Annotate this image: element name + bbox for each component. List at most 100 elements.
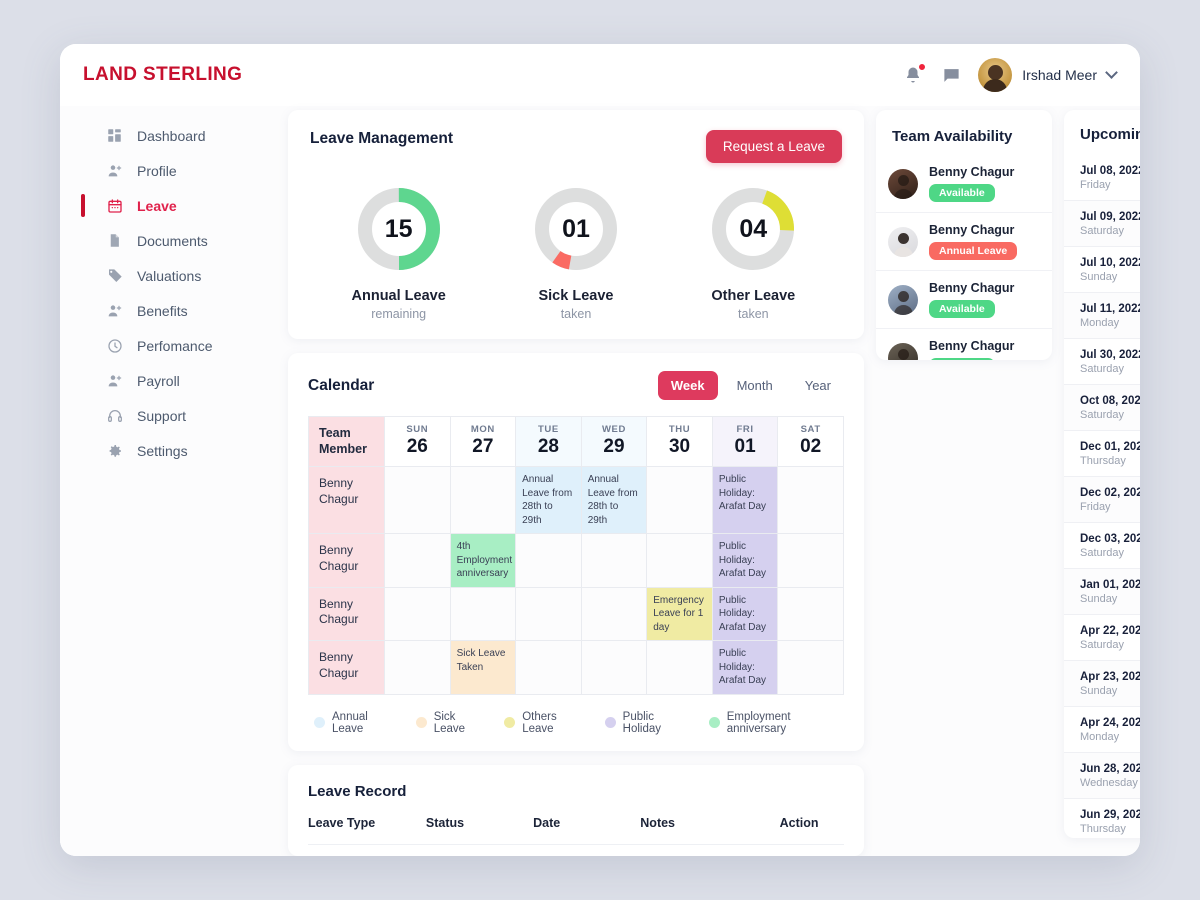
sidebar-item-perfomance[interactable]: Perfomance [60,328,288,363]
holiday-row: Jul 08, 2022FridayArafat Day [1064,155,1140,201]
chat-icon[interactable] [940,64,962,86]
team-availability-card: Team Availability Benny Chagur Available B… [876,110,1052,360]
calendar-empty-cell[interactable] [580,586,648,642]
team-member-row[interactable]: Benny Chagur Available [876,329,1052,360]
calendar-event-cell[interactable]: Annual Leave from 28th to 29th [515,466,582,535]
calendar-member-header: Team Member [308,415,385,468]
sidebar-item-benefits[interactable]: Benefits [60,293,288,328]
calendar-view-switch: Week Month Year [657,371,844,400]
calendar-event-cell[interactable]: Public Holiday: Arafat Day [711,640,779,695]
leave-record-title: Leave Record [308,782,407,800]
calendar-title: Calendar [308,376,375,394]
holiday-date-block: Jun 28, 2023Wednesday [1080,763,1140,789]
calendar-empty-cell[interactable] [384,640,451,695]
calendar-empty-cell[interactable] [515,586,582,642]
calendar-event-cell[interactable]: Public Holiday: Arafat Day [711,586,779,642]
calendar-day-number: 30 [668,436,691,457]
calendar-day-number: 27 [472,436,494,457]
calendar-empty-cell[interactable] [515,533,582,588]
calendar-event-cell[interactable]: Annual Leave from 28th to 29th [580,466,648,535]
donut-chart: 15 [353,183,445,275]
team-member-row[interactable]: Benny Chagur Available [876,155,1052,213]
sidebar-item-label: Support [137,407,187,424]
sidebar-item-leave[interactable]: Leave [60,188,288,223]
request-a-leave-button[interactable]: Request a Leave [705,130,842,163]
calendar-empty-cell[interactable] [384,466,451,535]
holiday-date: Jul 10, 2022 [1080,256,1140,269]
calendar-empty-cell[interactable] [449,466,517,535]
leave-record-head-row: Leave Type Status Date Notes Action [308,816,844,845]
sidebar-item-profile[interactable]: Profile [60,153,288,188]
tag-icon [106,267,123,284]
sidebar-item-dashboard[interactable]: Dashboard [60,118,288,153]
leave-management-header: Leave Management Request a Leave [310,130,842,163]
legend-swatch [604,717,616,729]
calendar-day-number: 01 [734,436,756,457]
calendar-empty-cell[interactable] [777,586,844,642]
sidebar-item-documents[interactable]: Documents [60,223,288,258]
calendar-empty-cell[interactable] [449,586,517,642]
donut-value: 04 [739,214,768,243]
main-content: Leave Management Request a Leave 15 Annua… [288,106,1140,856]
status-badge: Available [929,358,995,360]
calendar-empty-cell[interactable] [580,640,648,695]
legend-item: Others Leave [504,711,585,735]
holiday-weekday: Wednesday [1080,776,1138,789]
calendar-view-year[interactable]: Year [792,371,844,400]
calendar-event-cell[interactable]: Sick Leave Taken [449,640,517,695]
bell-icon[interactable] [902,63,927,86]
calendar-day-name: THU [668,424,691,435]
donut-sublabel: taken [738,307,769,321]
holiday-date-block: Jul 08, 2022 Friday [1080,165,1140,191]
calendar-day-number: 26 [406,436,428,457]
team-column: Team Availability Benny Chagur Available B… [876,110,1052,856]
sidebar-item-valuations[interactable]: Valuations [60,258,288,293]
team-member-info: Benny Chagur Available [929,339,1014,360]
team-member-row[interactable]: Benny Chagur Annual Leave [876,213,1052,271]
calendar-empty-cell[interactable] [646,466,713,535]
legend-item: Sick Leave [415,711,486,735]
sidebar-item-payroll[interactable]: Payroll [60,363,288,398]
sidebar-item-settings[interactable]: Settings [60,433,288,468]
leave-record-column-header: Leave Type [308,815,376,830]
calendar-event-cell[interactable]: Emergency Leave for 1 day [646,586,713,642]
avatar [888,168,918,199]
calendar-empty-cell[interactable] [580,533,648,588]
calendar-empty-cell[interactable] [777,466,844,535]
calendar-empty-cell[interactable] [384,586,451,642]
user-menu[interactable]: Irshad Meer [978,58,1118,92]
calendar-row: Benny Chagur Sick Leave Taken Public Holid… [308,640,844,695]
team-member-info: Benny Chagur Available [929,281,1014,318]
holiday-date-block: Apr 23, 2023Sunday [1080,671,1140,697]
holiday-row: Jun 29, 2023ThursdayEid al-Adha(Tentativ… [1064,799,1140,838]
calendar-event-cell[interactable]: 4th Employment anniversary [449,533,517,588]
calendar-event-cell[interactable]: Public Holiday: Arafat Day [711,533,779,588]
holiday-date: Dec 02, 2022 [1080,486,1140,499]
holidays-column: Upcoming Public Holidays Jul 08, 2022Fri… [1064,110,1140,856]
holiday-date: Jul 30, 2022 [1080,348,1140,361]
calendar-empty-cell[interactable] [777,533,844,588]
calendar-card: Calendar Week Month Year Team Member SUN 26 M… [288,353,864,751]
leave-donut-1: 01 Sick Leave taken [501,183,651,321]
legend-label: Annual Leave [332,710,368,735]
calendar-day-header-wed: WED 29 [580,415,648,468]
sidebar-item-support[interactable]: Support [60,398,288,433]
holiday-date: Jul 08, 2022 [1080,164,1140,177]
calendar-member-name: Benny Chagur [308,640,385,695]
calendar-empty-cell[interactable] [515,640,582,695]
chevron-down-icon[interactable] [1105,66,1118,79]
holiday-date-block: Dec 01, 2022Thursday [1080,441,1140,467]
calendar-event-cell[interactable]: Public Holiday: Arafat Day [711,466,779,535]
calendar-day-header-tue: TUE 28 [515,415,582,468]
calendar-view-week[interactable]: Week [657,371,718,400]
calendar-empty-cell[interactable] [777,640,844,695]
public-holidays-card: Upcoming Public Holidays Jul 08, 2022Fri… [1064,110,1140,838]
leave-record-column-header: Status [425,815,465,830]
calendar-empty-cell[interactable] [646,533,713,588]
team-member-row[interactable]: Benny Chagur Available [876,271,1052,329]
calendar-empty-cell[interactable] [384,533,451,588]
calendar-empty-cell[interactable] [646,640,713,695]
donut-chart: 01 [530,183,622,275]
calendar-view-month[interactable]: Month [724,371,786,400]
